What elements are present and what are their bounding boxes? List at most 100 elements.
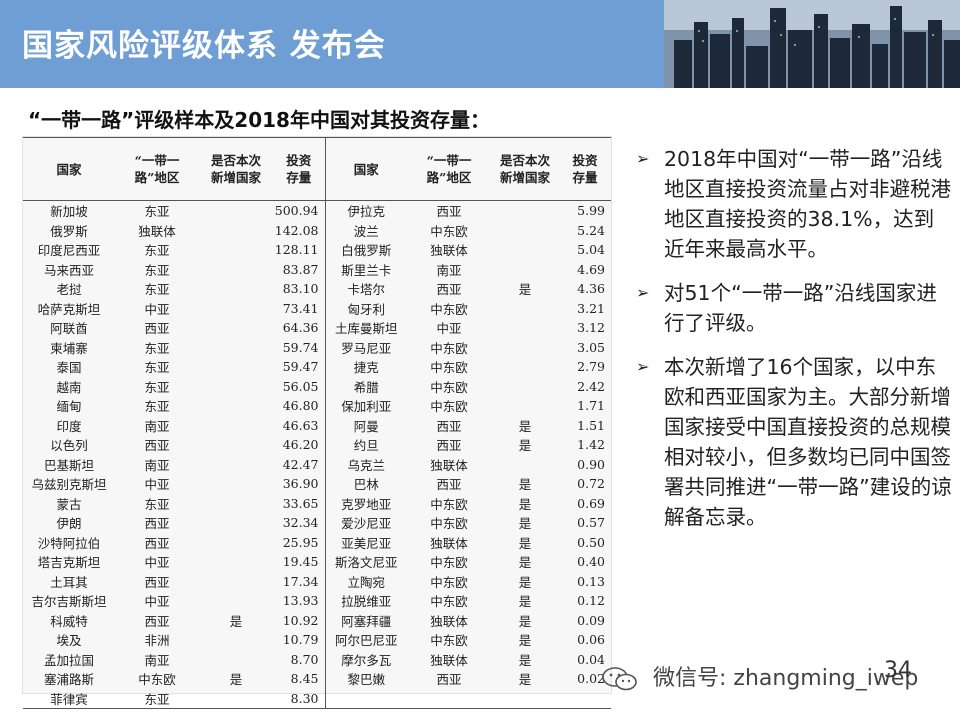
table-cell: 阿联酋 bbox=[50, 321, 88, 337]
table-cell: 俄罗斯 bbox=[50, 223, 88, 239]
table-cell: 83.87 bbox=[282, 261, 319, 277]
table-cell bbox=[324, 688, 407, 709]
table-cell: 33.65 bbox=[282, 495, 319, 511]
table-row: 阿联酋 西亚 64.36 土库曼斯坦 中亚 3.12 bbox=[23, 318, 611, 338]
table-cell: 是 bbox=[518, 633, 532, 649]
table-cell: 东亚 bbox=[115, 688, 199, 709]
table-subtitle: “一带一路”评级样本及2018年中国对其投资存量： bbox=[28, 108, 490, 132]
table-cell: 独联体 bbox=[138, 223, 176, 239]
table-cell: 是 bbox=[229, 613, 243, 629]
bullet-text: 2018年中国对“一带一路”沿线地区直接投资流量占对非避税港地区直接投资的38.… bbox=[664, 147, 951, 261]
table-cell: 0.02 bbox=[577, 671, 605, 687]
table-header-cell: “一带一 路”地区 bbox=[407, 137, 491, 201]
table-cell: 波兰 bbox=[324, 220, 407, 240]
table-row: 科威特 西亚 是 10.92 阿塞拜疆 独联体 是 0.09 bbox=[23, 610, 611, 630]
table-cell: 是 bbox=[518, 652, 532, 668]
table-cell: 独联体 bbox=[430, 613, 468, 629]
table-cell: 中东欧 bbox=[430, 555, 468, 571]
table-cell: 46.20 bbox=[282, 437, 319, 453]
table-header-cell: 投资 存量 bbox=[273, 137, 325, 201]
table-cell: 3.05 bbox=[577, 339, 605, 355]
table-row: 缅甸 东亚 46.80 保加利亚 中东欧 1.71 bbox=[23, 396, 611, 416]
page-title: 国家风险评级体系 发布会 bbox=[22, 28, 386, 64]
table-cell: 中亚 bbox=[144, 555, 170, 571]
table-row: 新加坡 东亚 500.94 伊拉克 西亚 5.99 bbox=[23, 200, 611, 221]
table-cell: 以色列 bbox=[50, 438, 88, 454]
table-cell bbox=[199, 240, 273, 260]
table-cell bbox=[199, 357, 273, 377]
table-cell: 5.24 bbox=[577, 222, 605, 238]
table-cell: 中东欧 bbox=[430, 360, 468, 376]
table-cell bbox=[199, 533, 273, 553]
table-cell: 是 bbox=[229, 672, 243, 688]
table-cell: 东亚 bbox=[144, 496, 170, 512]
table-row: 菲律宾 东亚 8.30 bbox=[23, 688, 611, 709]
bullet-list: ➢ 2018年中国对“一带一路”沿线地区直接投资流量占对非避税港地区直接投资的38… bbox=[636, 144, 954, 546]
table-cell: 1.42 bbox=[577, 437, 605, 453]
table-header-cell: 是否本次 新增国家 bbox=[199, 137, 273, 201]
table-cell bbox=[491, 338, 559, 358]
table-cell: 越南 bbox=[56, 379, 82, 395]
table-row: 马来西亚 东亚 83.87 斯里兰卡 南亚 4.69 bbox=[23, 259, 611, 280]
table-cell: 0.50 bbox=[577, 534, 605, 550]
table-cell: 中东欧 bbox=[430, 594, 468, 610]
table-cell bbox=[491, 455, 559, 475]
table-cell: 是 bbox=[518, 574, 532, 590]
table-cell: 东亚 bbox=[144, 379, 170, 395]
table-cell: 是 bbox=[518, 438, 532, 454]
table-cell bbox=[199, 494, 273, 514]
table-cell: 中东欧 bbox=[138, 672, 176, 688]
table-cell: 罗马尼亚 bbox=[324, 337, 407, 357]
table-cell: 马来西亚 bbox=[43, 262, 94, 278]
table-cell: 伊朗 bbox=[56, 516, 82, 532]
table-cell: 东亚 bbox=[144, 243, 170, 259]
table-cell bbox=[199, 318, 273, 338]
table-cell: 拉脱维亚 bbox=[324, 591, 407, 611]
table-cell: 西亚 bbox=[436, 477, 462, 493]
table-cell: 56.05 bbox=[282, 378, 319, 394]
table-cell: 白俄罗斯 bbox=[324, 240, 407, 260]
table-row: 老挝 东亚 83.10 卡塔尔 西亚 是 4.36 bbox=[23, 279, 611, 299]
table-cell: 菲律宾 bbox=[23, 688, 115, 709]
table-cell: 10.79 bbox=[282, 632, 319, 648]
table-cell: 是 bbox=[518, 594, 532, 610]
table-cell: 东亚 bbox=[144, 204, 170, 220]
table-cell: 西亚 bbox=[436, 204, 462, 220]
bullet-item: ➢ 对51个“一带一路”沿线国家进行了评级。 bbox=[636, 278, 954, 338]
table-cell bbox=[199, 688, 273, 709]
table-cell bbox=[199, 650, 273, 670]
table-cell: 乌兹别克斯坦 bbox=[31, 477, 107, 493]
table-row: 俄罗斯 独联体 142.08 波兰 中东欧 5.24 bbox=[23, 220, 611, 240]
table-cell: 32.34 bbox=[282, 515, 319, 531]
table-header-cell: 投资 存量 bbox=[559, 137, 611, 201]
table-cell: 西亚 bbox=[436, 282, 462, 298]
table-cell: 东亚 bbox=[144, 399, 170, 415]
table-cell: 是 bbox=[518, 516, 532, 532]
table-cell: 西亚 bbox=[144, 535, 170, 551]
table-cell: 东亚 bbox=[144, 282, 170, 298]
table-cell bbox=[491, 240, 559, 260]
table-cell: 3.12 bbox=[577, 320, 605, 336]
table-cell bbox=[199, 377, 273, 397]
table-cell bbox=[491, 396, 559, 416]
table-cell: 爱沙尼亚 bbox=[324, 513, 407, 533]
table-cell bbox=[491, 201, 559, 221]
table-row: 哈萨克斯坦 中亚 73.41 匈牙利 中东欧 3.21 bbox=[23, 298, 611, 318]
table-cell: 蒙古 bbox=[56, 496, 82, 512]
table-cell: 捷克 bbox=[324, 357, 407, 377]
table-cell bbox=[199, 260, 273, 280]
table-header-cell: 是否本次 新增国家 bbox=[491, 137, 559, 201]
table-row: 埃及 非洲 10.79 阿尔巴尼亚 中东欧 是 0.06 bbox=[23, 630, 611, 650]
table-cell: 5.04 bbox=[577, 242, 605, 258]
table-header-cell: “一带一 路”地区 bbox=[115, 137, 199, 201]
table-cell bbox=[491, 377, 559, 397]
table-cell: 独联体 bbox=[430, 243, 468, 259]
table-cell: 摩尔多瓦 bbox=[324, 649, 407, 669]
table-cell: 中东欧 bbox=[430, 633, 468, 649]
table-cell bbox=[199, 396, 273, 416]
table-cell: 是 bbox=[518, 672, 532, 688]
table-cell: 59.74 bbox=[282, 339, 319, 355]
table-cell: 4.69 bbox=[577, 261, 605, 277]
table-cell: 东亚 bbox=[144, 340, 170, 356]
table-cell: 13.93 bbox=[282, 593, 319, 609]
